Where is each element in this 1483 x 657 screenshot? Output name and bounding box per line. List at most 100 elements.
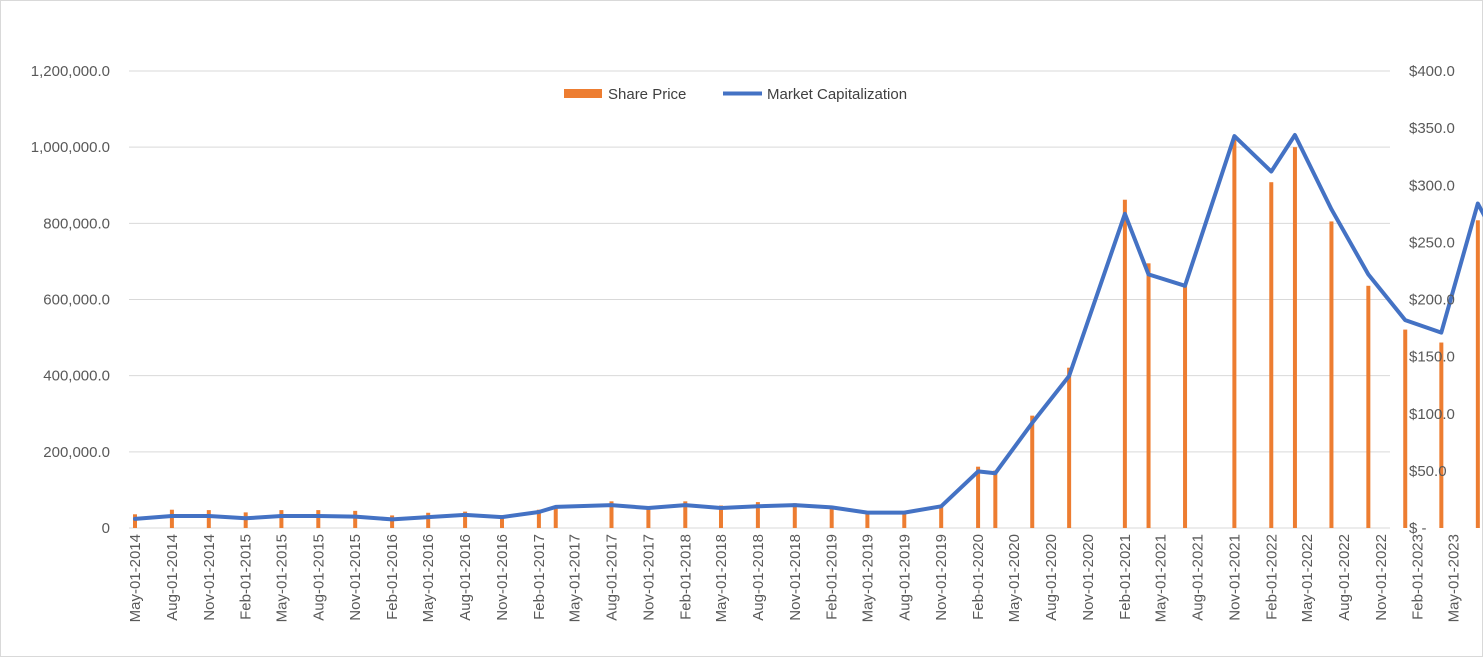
share-price-bar (1366, 285, 1371, 528)
legend-label-market-cap: Market Capitalization (767, 86, 907, 103)
share-price-bar (1403, 329, 1408, 528)
x-axis-tick-label: Nov-01-2014 (201, 534, 218, 621)
x-axis-tick-label: May-01-2018 (713, 534, 730, 622)
x-axis-tick-label: Feb-01-2016 (384, 534, 401, 620)
share-price-bar (939, 506, 944, 528)
x-axis-tick-label: Nov-01-2020 (1080, 534, 1097, 621)
x-axis-tick-label: Feb-01-2020 (970, 534, 987, 620)
share-price-bar (316, 510, 321, 528)
x-axis-tick-label: May-01-2022 (1299, 534, 1316, 622)
right-axis-tick-label: $350.0 (1409, 120, 1455, 137)
share-price-bar (390, 515, 395, 528)
x-axis-tick-label: May-01-2017 (567, 534, 584, 622)
x-axis-tick-label: Feb-01-2023 (1410, 534, 1427, 620)
share-price-bar (133, 514, 137, 528)
share-price-bar (1329, 221, 1334, 528)
share-price-bar (499, 515, 504, 528)
x-axis-tick-label: Aug-01-2016 (457, 534, 474, 621)
left-axis-tick-label: 1,200,000.0 (31, 63, 110, 80)
share-price-bar (536, 509, 541, 528)
share-price-bar (553, 505, 558, 528)
share-price-bar (829, 505, 834, 528)
legend-label-share-price: Share Price (608, 86, 686, 103)
x-axis-tick-label: Nov-01-2019 (933, 534, 950, 621)
x-axis-tick-label: Aug-01-2015 (310, 534, 327, 621)
share-price-bar (1269, 182, 1274, 528)
share-price-bar (279, 510, 284, 528)
x-axis-tick-label: May-01-2014 (127, 534, 144, 622)
right-axis-tick-label: $200.0 (1409, 292, 1455, 309)
share-price-bar (1292, 147, 1297, 528)
right-axis-tick-label: $150.0 (1409, 349, 1455, 366)
right-axis-tick-label: $50.0 (1409, 463, 1447, 480)
market-cap-line-group (133, 133, 1483, 522)
x-axis-tick-label: Aug-01-2022 (1336, 534, 1353, 621)
share-price-bar (902, 512, 907, 528)
share-price-bar (755, 502, 760, 528)
share-price-bar (993, 470, 998, 528)
x-axis-tick-label: May-01-2020 (1006, 534, 1023, 622)
x-axis-tick-label: Nov-01-2015 (347, 534, 364, 621)
x-axis-tick-label: Nov-01-2022 (1373, 534, 1390, 621)
x-axis-tick-label: Aug-01-2014 (164, 534, 181, 621)
right-axis-ticks: $ - $50.0 $100.0 $150.0 $200.0 $250.0 $300.0 $3… (1409, 63, 1455, 537)
left-axis-ticks: 0 200,000.0 400,000.0 600,000.0 800,000.0 1,0… (31, 63, 110, 537)
x-axis-tick-label: May-01-2016 (420, 534, 437, 622)
share-price-bar (1232, 135, 1237, 528)
x-axis-tick-label: Nov-01-2018 (787, 534, 804, 621)
x-axis-tick-label: Aug-01-2018 (750, 534, 767, 621)
share-price-bar (609, 501, 614, 528)
x-axis-tick-label: May-01-2019 (859, 534, 876, 622)
left-axis-tick-label: 200,000.0 (43, 444, 110, 461)
share-price-bar (1475, 220, 1480, 528)
share-price-bar (1439, 342, 1444, 528)
share-price-bars (133, 135, 1480, 528)
gridlines (129, 70, 1390, 529)
x-axis-tick-label: Feb-01-2017 (531, 534, 548, 620)
share-price-bar (865, 512, 870, 528)
share-price-bar (976, 466, 981, 528)
right-axis-tick-label: $ - (1409, 520, 1427, 537)
x-axis-tick-label: May-01-2015 (273, 534, 290, 622)
share-price-bar (426, 512, 431, 528)
left-axis-tick-label: 600,000.0 (43, 292, 110, 309)
x-axis-tick-label: Aug-01-2017 (603, 534, 620, 621)
x-axis-tick-label: Nov-01-2017 (640, 534, 657, 621)
right-axis-tick-label: $250.0 (1409, 234, 1455, 251)
legend-swatch-share-price (564, 89, 602, 98)
x-axis-tick-label: Feb-01-2015 (238, 534, 255, 620)
share-price-bar (1183, 285, 1188, 528)
x-axis-tick-label: May-01-2021 (1153, 534, 1170, 622)
x-axis-tick-label: Feb-01-2019 (824, 534, 841, 620)
share-price-bar (1030, 415, 1035, 528)
share-price-bar (683, 501, 688, 528)
left-axis-tick-label: 400,000.0 (43, 368, 110, 385)
x-axis-tick-label: Nov-01-2016 (494, 534, 511, 621)
share-price-bar (646, 506, 651, 528)
market-cap-line (133, 133, 1483, 522)
share-price-bar (1122, 199, 1127, 528)
x-axis-tick-label: Feb-01-2022 (1263, 534, 1280, 620)
left-axis-tick-label: 1,000,000.0 (31, 139, 110, 156)
left-axis-tick-label: 0 (102, 520, 110, 537)
share-price-bar (353, 510, 358, 528)
x-axis-tick-label: Nov-01-2021 (1226, 534, 1243, 621)
x-axis-tick-label: Aug-01-2021 (1189, 534, 1206, 621)
legend: Share Price Market Capitalization (564, 86, 907, 103)
share-price-bar (1146, 263, 1151, 528)
share-price-bar (792, 503, 797, 528)
share-price-bar (1067, 367, 1072, 528)
share-price-bar (463, 511, 468, 528)
right-axis-tick-label: $400.0 (1409, 63, 1455, 80)
x-axis-tick-label: Aug-01-2020 (1043, 534, 1060, 621)
share-price-bar (718, 505, 723, 528)
share-price-bar (206, 510, 211, 528)
x-axis-tick-label: Feb-01-2021 (1117, 534, 1134, 620)
right-axis-tick-label: $300.0 (1409, 177, 1455, 194)
x-axis-tick-label: Feb-01-2018 (677, 534, 694, 620)
x-axis-tick-label: Aug-01-2019 (896, 534, 913, 621)
x-axis-ticks: May-01-2014 Aug-01-2014 Nov-01-2014 Feb-01-… (127, 534, 1483, 622)
left-axis-tick-label: 800,000.0 (43, 215, 110, 232)
right-axis-tick-label: $100.0 (1409, 406, 1455, 423)
